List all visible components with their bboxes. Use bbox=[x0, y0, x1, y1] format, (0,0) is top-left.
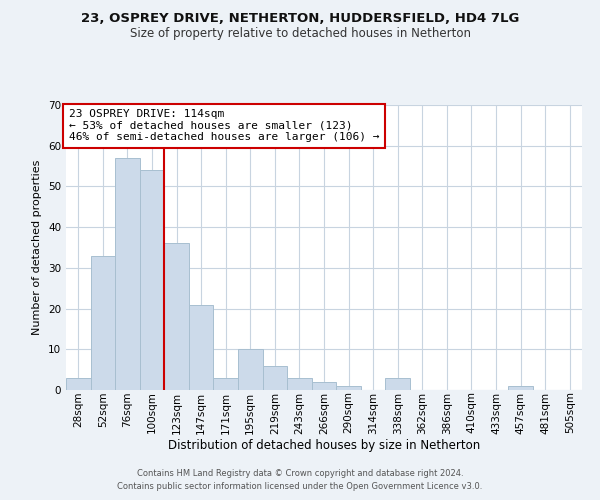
Bar bbox=[189, 304, 214, 390]
Bar bbox=[385, 378, 410, 390]
X-axis label: Distribution of detached houses by size in Netherton: Distribution of detached houses by size … bbox=[168, 439, 480, 452]
Bar bbox=[66, 378, 91, 390]
Bar bbox=[164, 244, 189, 390]
Text: 23, OSPREY DRIVE, NETHERTON, HUDDERSFIELD, HD4 7LG: 23, OSPREY DRIVE, NETHERTON, HUDDERSFIEL… bbox=[81, 12, 519, 26]
Bar bbox=[263, 366, 287, 390]
Bar bbox=[312, 382, 336, 390]
Bar bbox=[336, 386, 361, 390]
Text: 23 OSPREY DRIVE: 114sqm
← 53% of detached houses are smaller (123)
46% of semi-d: 23 OSPREY DRIVE: 114sqm ← 53% of detache… bbox=[68, 110, 379, 142]
Bar bbox=[91, 256, 115, 390]
Bar bbox=[140, 170, 164, 390]
Text: Size of property relative to detached houses in Netherton: Size of property relative to detached ho… bbox=[130, 28, 470, 40]
Bar bbox=[214, 378, 238, 390]
Text: Contains public sector information licensed under the Open Government Licence v3: Contains public sector information licen… bbox=[118, 482, 482, 491]
Bar bbox=[287, 378, 312, 390]
Y-axis label: Number of detached properties: Number of detached properties bbox=[32, 160, 43, 335]
Bar bbox=[238, 350, 263, 390]
Bar bbox=[115, 158, 140, 390]
Bar bbox=[508, 386, 533, 390]
Text: Contains HM Land Registry data © Crown copyright and database right 2024.: Contains HM Land Registry data © Crown c… bbox=[137, 468, 463, 477]
